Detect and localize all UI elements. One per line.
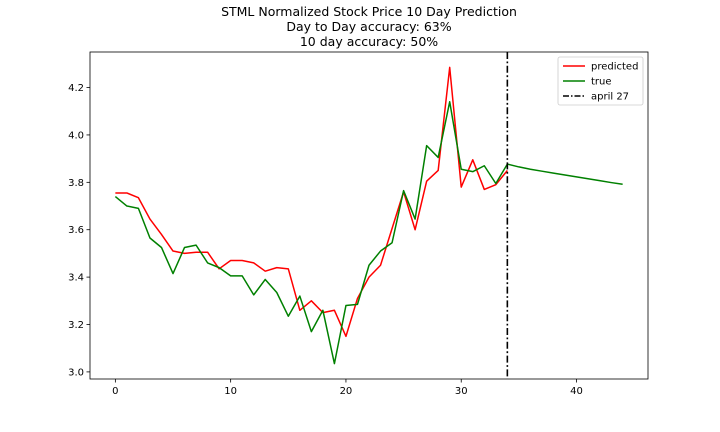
legend-predicted-label: predicted (591, 62, 638, 73)
chart-title: STML Normalized Stock Price 10 Day Predi… (221, 4, 517, 49)
plot-area (89, 51, 649, 380)
title-line-3: 10 day accuracy: 50% (300, 34, 438, 49)
x-tick-label: 20 (340, 386, 353, 397)
y-tick-label: 3.0 (68, 367, 84, 378)
x-axis: 0 10 20 30 40 (112, 379, 583, 397)
y-tick-label: 4.2 (68, 83, 84, 94)
y-tick-label: 3.6 (68, 225, 84, 236)
series-layer (114, 52, 623, 379)
y-tick-label: 3.8 (68, 178, 84, 189)
x-tick-label: 10 (224, 386, 237, 397)
y-axis: 3.0 3.2 3.4 3.6 3.8 4.0 4.2 (68, 83, 90, 378)
y-tick-label: 3.4 (68, 273, 84, 284)
legend-april27-label: april 27 (591, 92, 629, 103)
legend: predicted true april 27 (557, 56, 644, 106)
x-tick-label: 30 (455, 386, 468, 397)
x-tick-label: 40 (570, 386, 583, 397)
series-line-true (114, 101, 623, 365)
title-line-1: STML Normalized Stock Price 10 Day Predi… (221, 4, 517, 19)
y-tick-label: 4.0 (68, 130, 84, 141)
y-tick-label: 3.2 (68, 320, 84, 331)
legend-box (557, 56, 644, 106)
x-tick-label: 0 (112, 386, 118, 397)
title-line-2: Day to Day accuracy: 63% (286, 19, 451, 34)
legend-true-label: true (591, 77, 612, 88)
